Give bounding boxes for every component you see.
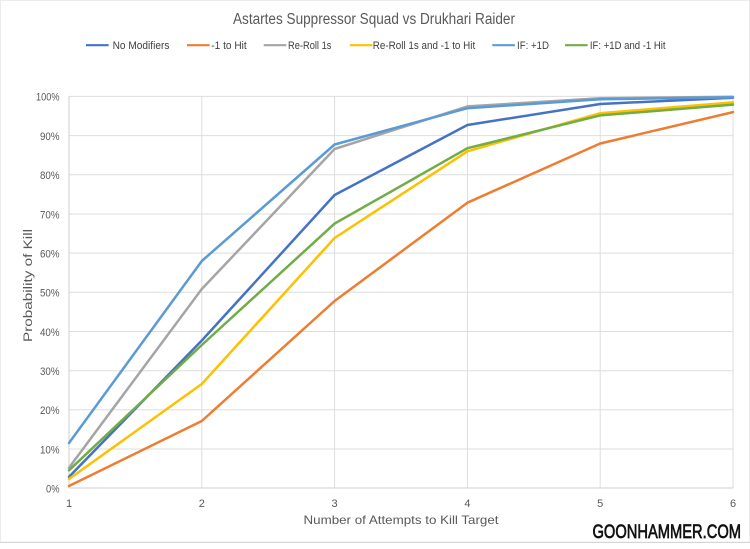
svg-text:70%: 70%	[40, 209, 60, 221]
svg-text:IF: +1D: IF: +1D	[517, 40, 549, 52]
svg-text:3: 3	[332, 498, 338, 510]
svg-text:6: 6	[730, 498, 736, 510]
svg-text:1: 1	[66, 498, 72, 510]
svg-text:Number of Attempts to Kill Tar: Number of Attempts to Kill Target	[304, 513, 500, 527]
svg-text:-1 to Hit: -1 to Hit	[211, 40, 246, 52]
svg-text:40%: 40%	[40, 327, 60, 339]
svg-text:90%: 90%	[40, 131, 60, 143]
svg-text:30%: 30%	[40, 366, 60, 378]
svg-text:Probability of Kill: Probability of Kill	[23, 229, 35, 342]
svg-text:Re-Roll 1s: Re-Roll 1s	[288, 40, 332, 52]
svg-text:GOONHAMMER.COM: GOONHAMMER.COM	[593, 522, 742, 543]
svg-text:2: 2	[199, 498, 205, 510]
svg-text:0%: 0%	[46, 483, 60, 495]
svg-text:10%: 10%	[40, 444, 60, 456]
svg-text:80%: 80%	[40, 170, 60, 182]
svg-text:5: 5	[597, 498, 603, 510]
svg-text:20%: 20%	[40, 405, 60, 417]
svg-text:50%: 50%	[40, 288, 60, 300]
svg-text:4: 4	[464, 498, 470, 510]
svg-text:IF: +1D and -1 Hit: IF: +1D and -1 Hit	[590, 40, 666, 52]
svg-text:100%: 100%	[36, 92, 60, 104]
svg-text:Astartes Suppressor Squad vs D: Astartes Suppressor Squad vs Drukhari Ra…	[233, 11, 515, 28]
svg-text:No Modifiers: No Modifiers	[113, 40, 170, 52]
svg-text:60%: 60%	[40, 248, 60, 260]
svg-text:Re-Roll 1s and -1 to Hit: Re-Roll 1s and -1 to Hit	[373, 40, 475, 52]
